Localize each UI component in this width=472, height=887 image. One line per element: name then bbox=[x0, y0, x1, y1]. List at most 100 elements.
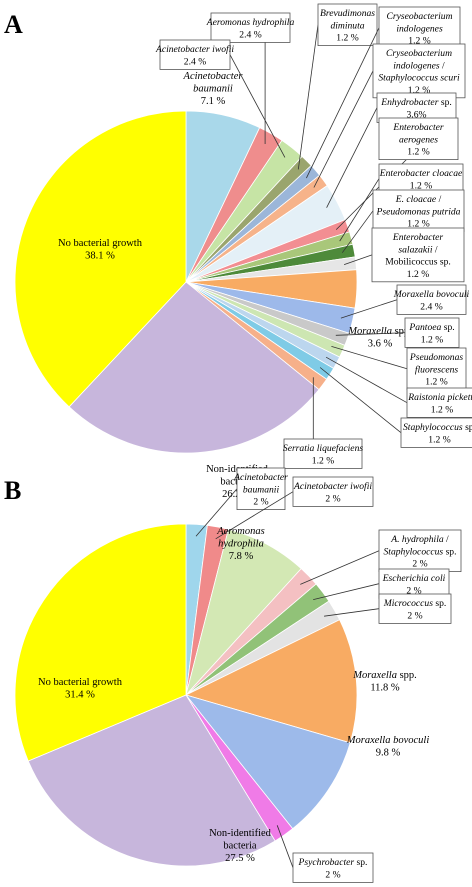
slice-label-aeromonas-hydrophila-line: Aeromonas bbox=[216, 526, 264, 537]
slice-label-a-hydrophila-staphylococcus-sp-text: sp. bbox=[443, 546, 456, 557]
slice-label-a-hydrophila-staphylococcus-sp-text: 2 % bbox=[412, 559, 427, 570]
slice-label-raistonia-picketti-text: Raistonia picketti bbox=[407, 392, 472, 403]
label-box-acinetobacter-iwofii bbox=[159, 39, 231, 70]
slice-label-moraxella-spp-line: Moraxella spp. bbox=[352, 670, 417, 681]
slice-label-e-cloacae-pseudomonas-putrida-text: E. cloacae bbox=[395, 194, 437, 205]
slice-label-no-bacterial-growth-text: 31.4 % bbox=[65, 690, 95, 701]
leader-line-staphylococcus-sp bbox=[319, 367, 402, 434]
panel-letter-b: B bbox=[4, 476, 21, 505]
slice-label-enterobacter-salazakii-mobilicoccus-sp-line: Mobilicoccus sp. bbox=[385, 257, 451, 268]
slice-label-acinetobacter-baumanii-text: baumanii bbox=[243, 484, 280, 495]
label-box-psychrobacter-sp bbox=[292, 852, 374, 883]
slice-label-cryseobacterium-indologenes-staphylococcus-scuri-text: Cryseobacterium bbox=[386, 48, 452, 59]
slice-label-cryseobacterium-indologenes-staphylococcus-scuri-text: indologenes bbox=[393, 60, 440, 71]
slice-label-psychrobacter-sp-line: Psychrobacter sp. bbox=[298, 857, 368, 868]
slice-label-raistonia-picketti-line: Raistonia picketti bbox=[407, 392, 472, 403]
slice-label-acinetobacter-iwofii-line: 2 % bbox=[325, 493, 340, 504]
slice-label-psychrobacter-sp-text: sp. bbox=[354, 857, 367, 868]
slice-label-aeromonas-hydrophila-text: 7.8 % bbox=[229, 551, 254, 562]
slice-label-e-cloacae-pseudomonas-putrida-text: 1.2 % bbox=[407, 219, 429, 230]
leader-line-cryseobacterium-indologenes-staphylococcus-scuri bbox=[313, 70, 374, 188]
slice-label-brevudimonas-diminuta-text: 1.2 % bbox=[336, 33, 358, 44]
slice-label-pseudomonas-fluorescens-line: Pseudomonas bbox=[409, 352, 464, 363]
slice-label-cryseobacterium-indologenes-line: indologenes bbox=[396, 23, 443, 34]
slice-label-cryseobacterium-indologenes-staphylococcus-scuri-line: indologenes / bbox=[393, 60, 445, 71]
slice-label-moraxella-spp-line: Moraxella spp. bbox=[347, 326, 412, 337]
slice-label-no-bacterial-growth-line: 31.4 % bbox=[65, 690, 95, 701]
label-box-enhydrobacter-sp bbox=[376, 92, 457, 123]
slice-label-cryseobacterium-indologenes-text: Cryseobacterium bbox=[386, 11, 452, 22]
slice-label-moraxella-bovoculi-line: Moraxella bovoculi bbox=[346, 735, 430, 746]
slice-label-escherichia-coli-text: Escherichia coli bbox=[382, 573, 446, 584]
slice-label-acinetobacter-iwofii-line: 2.4 % bbox=[184, 56, 206, 67]
slice-label-a-hydrophila-staphylococcus-sp-text: A. hydrophila bbox=[390, 534, 444, 545]
slice-label-enhydrobacter-sp-text: Enhydrobacter bbox=[380, 97, 438, 108]
slice-label-pantoea-sp-text: sp. bbox=[441, 322, 454, 333]
label-box-aeromonas-hydrophila bbox=[210, 12, 291, 43]
slice-label-psychrobacter-sp-text: 2 % bbox=[325, 869, 340, 880]
slice-label-escherichia-coli-line: 2 % bbox=[406, 585, 421, 596]
slice-label-non-identified-bacteria-text: bacteria bbox=[223, 840, 257, 851]
slice-label-enterobacter-salazakii-mobilicoccus-sp-text: / bbox=[433, 244, 438, 255]
slice-label-brevudimonas-diminuta-text: diminuta bbox=[330, 20, 364, 31]
slice-label-psychrobacter-sp-line: 2 % bbox=[325, 869, 340, 880]
slice-label-aeromonas-hydrophila-text: hydrophila bbox=[218, 538, 264, 549]
slice-label-acinetobacter-iwofii-line: Acinetobacter iwofii bbox=[155, 44, 234, 55]
slice-label-no-bacterial-growth-line: 38.1 % bbox=[85, 251, 115, 262]
slice-label-enterobacter-salazakii-mobilicoccus-sp-text: Enterobacter bbox=[392, 232, 444, 243]
slice-label-enterobacter-salazakii-mobilicoccus-sp-line: Enterobacter bbox=[392, 232, 444, 243]
slice-label-acinetobacter-baumanii-line: 2 % bbox=[253, 497, 268, 508]
slice-label-micrococcus-sp-text: 2 % bbox=[407, 610, 422, 621]
slice-label-aeromonas-hydrophila-text: Aeromonas bbox=[216, 526, 264, 537]
slice-label-serratia-liquefaciens-text: 1.2 % bbox=[312, 455, 334, 466]
slice-label-moraxella-spp-line: 3.6 % bbox=[368, 339, 393, 350]
slice-label-cryseobacterium-indologenes-staphylococcus-scuri-text: 1.2 % bbox=[408, 85, 430, 96]
label-box-acinetobacter-baumanii bbox=[236, 467, 286, 510]
slice-label-aeromonas-hydrophila-line: Aeromonas hydrophila bbox=[206, 17, 295, 28]
leader-line-a-hydrophila-staphylococcus-sp bbox=[300, 550, 380, 585]
slice-label-cryseobacterium-indologenes-staphylococcus-scuri-line: Cryseobacterium bbox=[386, 48, 452, 59]
pie-slice-non-identified-bacteria bbox=[27, 694, 276, 867]
leader-line-acinetobacter-iwofii bbox=[215, 491, 294, 540]
slice-label-brevudimonas-diminuta-text: Brevudimonas bbox=[320, 8, 375, 19]
slice-label-cryseobacterium-indologenes-staphylococcus-scuri-line: Staphylococcus scuri bbox=[378, 73, 460, 84]
label-box-staphylococcus-sp bbox=[400, 417, 472, 448]
slice-label-enhydrobacter-sp-line: 3.6% bbox=[407, 109, 427, 120]
label-box-cryseobacterium-indologenes-staphylococcus-scuri bbox=[372, 43, 466, 99]
slice-label-enhydrobacter-sp-line: Enhydrobacter sp. bbox=[380, 97, 452, 108]
slice-label-pantoea-sp-line: 1.2 % bbox=[421, 334, 443, 345]
slice-label-non-identified-bacteria-text: 27.5 % bbox=[225, 853, 255, 864]
slice-label-cryseobacterium-indologenes-staphylococcus-scuri-line: 1.2 % bbox=[408, 85, 430, 96]
leader-line-psychrobacter-sp bbox=[276, 825, 294, 868]
slice-label-enterobacter-cloacae-line: Enterobacter cloacae bbox=[379, 168, 463, 179]
pie-slice-no-bacterial-growth bbox=[14, 110, 187, 408]
slice-label-raistonia-picketti-text: 1.2 % bbox=[431, 404, 453, 415]
slice-label-pseudomonas-fluorescens-line: 1.2 % bbox=[425, 377, 447, 388]
slice-label-micrococcus-sp-line: 2 % bbox=[407, 610, 422, 621]
slice-label-acinetobacter-baumanii-line: Acinetobacter bbox=[183, 71, 244, 82]
slice-label-staphylococcus-sp-line: 1.2 % bbox=[428, 434, 450, 445]
slice-label-a-hydrophila-staphylococcus-sp-line: 2 % bbox=[412, 559, 427, 570]
slice-label-serratia-liquefaciens-line: Serratia liquefaciens bbox=[283, 443, 363, 454]
leader-line-cryseobacterium-indologenes bbox=[306, 27, 380, 179]
slice-label-acinetobacter-baumanii-text: 2 % bbox=[253, 497, 268, 508]
slice-label-enterobacter-aerogenes-line: Enterobacter bbox=[392, 122, 444, 133]
label-box-acinetobacter-iwofii bbox=[292, 476, 374, 507]
slice-label-e-cloacae-pseudomonas-putrida-line: Pseudomonas putrida bbox=[376, 206, 461, 217]
slice-label-cryseobacterium-indologenes-line: 1.2 % bbox=[408, 36, 430, 47]
label-box-a-hydrophila-staphylococcus-sp bbox=[378, 529, 462, 572]
slice-label-non-identified-bacteria-line: Non-identified bbox=[209, 828, 272, 839]
slice-label-aeromonas-hydrophila-text: Aeromonas hydrophila bbox=[206, 17, 295, 28]
label-box-brevudimonas-diminuta bbox=[317, 3, 378, 46]
slice-label-psychrobacter-sp-text: Psychrobacter bbox=[298, 857, 355, 868]
slice-label-staphylococcus-sp-text: Staphylococcus bbox=[403, 422, 463, 433]
slice-label-acinetobacter-baumanii-text: Acinetobacter bbox=[183, 71, 244, 82]
leader-line-moraxella-bovoculi bbox=[340, 299, 398, 319]
slice-label-enterobacter-aerogenes-text: 1.2 % bbox=[407, 147, 429, 158]
slice-label-staphylococcus-sp-line: Staphylococcus sp. bbox=[403, 422, 472, 433]
slice-label-acinetobacter-iwofii-line: Acinetobacter iwofii bbox=[293, 481, 372, 492]
leader-line-e-cloacae-pseudomonas-putrida bbox=[341, 210, 374, 253]
slice-label-a-hydrophila-staphylococcus-sp-line: Staphylococcus sp. bbox=[383, 546, 456, 557]
